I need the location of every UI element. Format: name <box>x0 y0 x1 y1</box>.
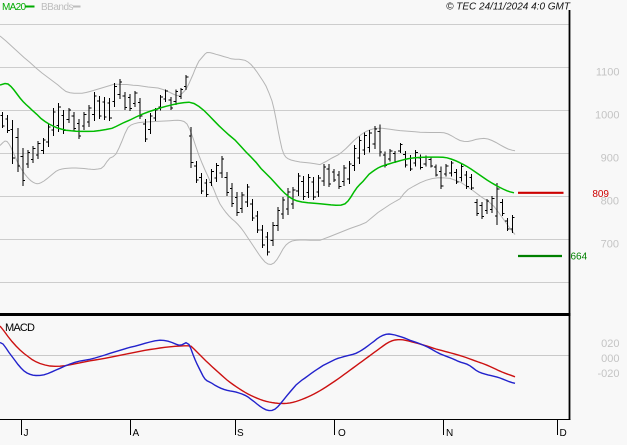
svg-text:900: 900 <box>601 153 619 165</box>
svg-text:-020: -020 <box>597 368 619 380</box>
svg-text:N: N <box>446 428 453 439</box>
svg-text:800: 800 <box>601 196 619 208</box>
svg-text:S: S <box>237 428 244 439</box>
svg-text:BBands: BBands <box>41 2 74 13</box>
svg-text:809: 809 <box>592 189 609 200</box>
svg-text:664: 664 <box>571 252 588 263</box>
svg-text:700: 700 <box>601 239 619 251</box>
svg-text:© TEC 24/11/2024 4:0 GMT: © TEC 24/11/2024 4:0 GMT <box>446 2 571 13</box>
svg-text:A: A <box>133 428 140 439</box>
svg-text:000: 000 <box>601 353 619 365</box>
svg-text:J: J <box>24 428 29 439</box>
svg-text:O: O <box>338 428 346 439</box>
svg-text:MACD: MACD <box>5 322 35 334</box>
svg-text:020: 020 <box>601 338 619 350</box>
svg-text:MA20: MA20 <box>2 2 26 13</box>
svg-text:1100: 1100 <box>596 67 620 79</box>
svg-text:1000: 1000 <box>595 110 619 122</box>
svg-text:D: D <box>560 428 567 439</box>
